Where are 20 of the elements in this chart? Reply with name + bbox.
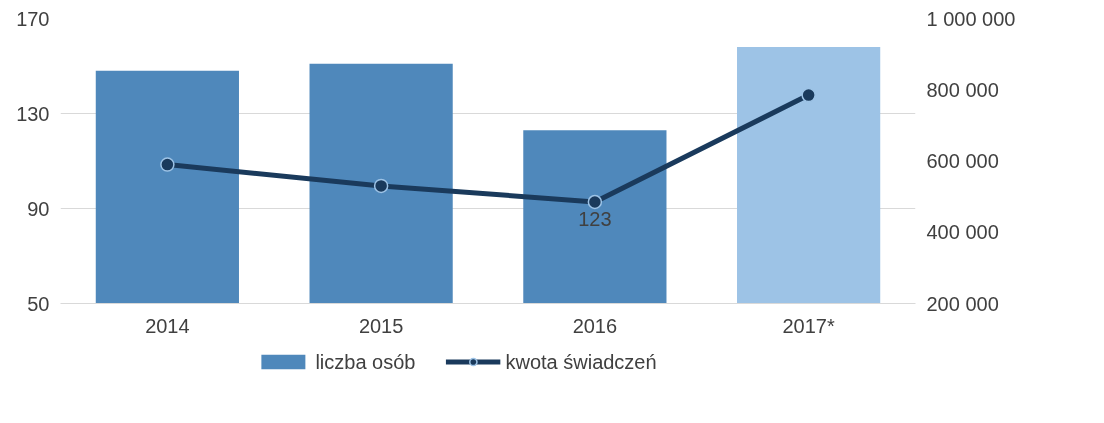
y2-tick-label: 800 000: [926, 78, 999, 101]
point: [801, 87, 816, 103]
y2-tick-label: 200 000: [926, 292, 999, 315]
x-tick-label: 2016: [572, 314, 618, 337]
legend-label: kwota świadczeń: [505, 350, 657, 373]
point: [373, 178, 389, 194]
x-tick-label: 2015: [358, 314, 404, 337]
x-tick-label: 2017*: [782, 314, 835, 337]
y-tick-label: 50: [27, 292, 50, 315]
point: [587, 194, 603, 210]
data-label: 123: [578, 208, 612, 231]
y-tick-label: 90: [27, 197, 50, 220]
point: [160, 157, 175, 172]
y2-tick-label: 400 000: [926, 221, 999, 244]
y-tick-label: 130: [16, 102, 50, 125]
legend-label: liczba osób: [315, 350, 416, 373]
x-tick-label: 2014: [145, 314, 190, 337]
y2-tick-label: 600 000: [926, 150, 999, 172]
y2-tick-label: 1 000 000: [926, 7, 1016, 30]
y-tick-label: 170: [16, 7, 50, 30]
